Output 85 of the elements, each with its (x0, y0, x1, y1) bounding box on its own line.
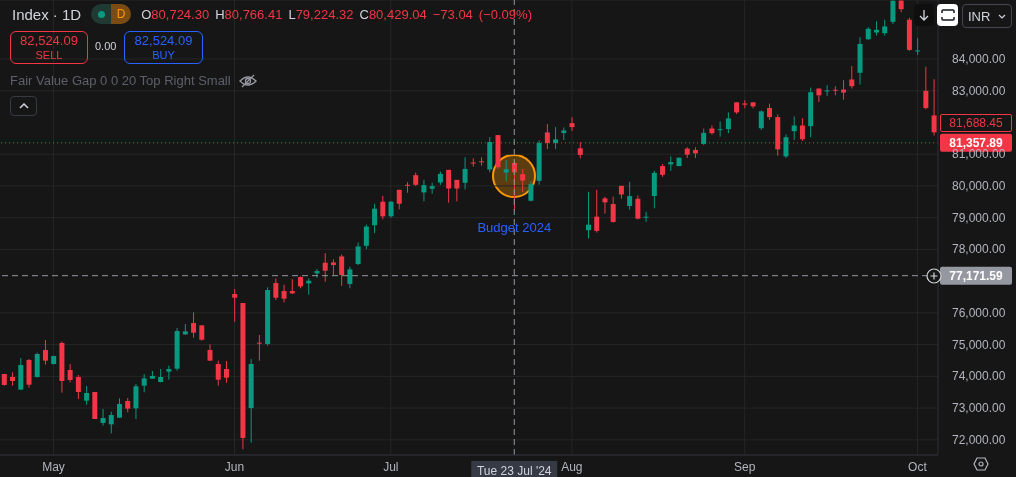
candlestick (117, 397, 122, 419)
candlestick (627, 181, 633, 211)
candlestick (799, 117, 805, 142)
y-tick-label: 73,000.00 (952, 401, 1006, 416)
candlestick (404, 181, 410, 194)
candlestick (594, 189, 600, 234)
candlestick (108, 411, 114, 434)
x-tick-label: May (42, 460, 65, 474)
candlestick (610, 196, 616, 224)
candlestick (223, 360, 229, 384)
candlestick (191, 311, 197, 339)
y-tick-label: 74,000.00 (952, 369, 1006, 384)
candlestick (141, 373, 147, 393)
candlestick (553, 126, 559, 150)
annotation: BUY (151, 48, 176, 63)
candlestick (791, 115, 797, 141)
candlestick (256, 334, 262, 362)
candlestick (890, 0, 896, 25)
y-tick-label: 78,000.00 (952, 242, 1006, 257)
y-tick-label: 75,000.00 (952, 337, 1006, 352)
text: 81,688.45 (940, 113, 1012, 132)
candlestick (133, 383, 139, 420)
candlestick (355, 242, 361, 266)
candlestick (931, 78, 937, 137)
candlestick (166, 365, 172, 381)
candlestick (651, 170, 657, 209)
y-tick-label: 79,000.00 (952, 210, 1006, 225)
x-tick-label: Jun (224, 460, 245, 474)
x-tick-label: Aug (561, 460, 583, 474)
candlestick (602, 196, 608, 215)
candlestick (915, 37, 921, 56)
y-tick-label: 84,000.00 (952, 52, 1006, 67)
y-tick-label: 83,000.00 (952, 83, 1006, 98)
text: O80,724.30 H80,766.41 L79,224.32 C80,429.04 −73.04 (−0.09%) (141, 6, 532, 22)
candlestick (84, 385, 90, 406)
candlestick (372, 203, 378, 234)
x-tick-label: Tue 23 Jul '24 (476, 464, 552, 477)
candlestick (339, 253, 345, 287)
candlestick (824, 84, 830, 97)
candlestick (273, 277, 279, 301)
candlestick (421, 179, 427, 202)
candlestick (520, 168, 526, 193)
candlestick (363, 224, 369, 250)
candlestick (503, 159, 509, 182)
y-tick-label: 80,000.00 (952, 178, 1006, 193)
annotation: 82,524.09 (133, 33, 194, 48)
candlestick (783, 134, 789, 159)
candlestick (281, 284, 287, 303)
x-tick-label: Sep (733, 460, 756, 474)
candlestick (347, 266, 353, 289)
candlestick (758, 109, 764, 131)
candlestick (380, 195, 386, 220)
candlestick (923, 66, 929, 110)
candlestick (643, 211, 649, 223)
candlestick (446, 169, 452, 204)
candlestick (841, 79, 847, 101)
candlestick (479, 156, 485, 167)
chart-title: Index · 1D (12, 5, 82, 23)
candlestick (725, 111, 731, 134)
candlestick (232, 288, 238, 323)
candlestick (42, 339, 48, 366)
candlestick (100, 408, 106, 427)
annotation: Budget 2024 (477, 220, 552, 236)
candlestick (67, 363, 73, 383)
annotation: 0.00 (95, 40, 117, 52)
x-tick-label: Jul (383, 460, 399, 474)
annotation: D (111, 4, 132, 24)
candlestick (215, 360, 221, 387)
ref-line-label: 77,171.59 (949, 268, 1004, 283)
annotation: 82,524.09 (19, 33, 79, 48)
candlestick (322, 252, 328, 283)
candlestick (75, 374, 81, 400)
candlestick (717, 120, 723, 138)
y-tick-label: 76,000.00 (952, 305, 1006, 320)
candlestick (462, 156, 468, 190)
candlestick (849, 65, 855, 90)
x-tick-label: Oct (908, 460, 928, 474)
annotation: Fair Value Gap 0 0 20 Top Right Small (10, 73, 231, 88)
y-tick-label: 72,000.00 (952, 432, 1006, 447)
annotation: SELL (34, 48, 64, 63)
candlestick (34, 352, 40, 379)
candlestick (470, 157, 476, 168)
ref-line-label: 81,357.89 (949, 135, 1004, 150)
candlestick (569, 116, 575, 132)
text: INR (968, 8, 991, 24)
